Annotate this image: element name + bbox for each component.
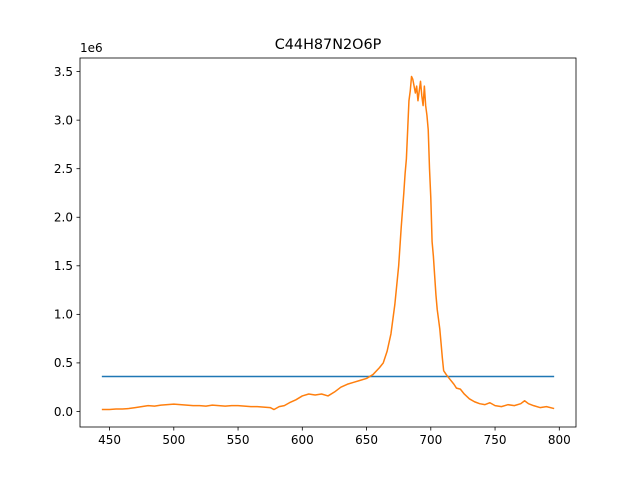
- plot-area: [101, 75, 555, 411]
- y-tick-label: 3.5: [54, 65, 73, 79]
- y-axis-offset-label: 1e6: [80, 41, 103, 55]
- x-tick-label: 550: [227, 433, 250, 447]
- x-tick-label: 750: [484, 433, 507, 447]
- y-tick-label: 2.0: [54, 211, 73, 225]
- x-tick-label: 500: [162, 433, 185, 447]
- x-tick-label: 800: [548, 433, 571, 447]
- series-line-2: [101, 75, 555, 411]
- y-tick-label: 1.5: [54, 259, 73, 273]
- x-tick-label: 600: [291, 433, 314, 447]
- x-tick-label: 700: [419, 433, 442, 447]
- y-tick-label: 3.0: [54, 113, 73, 127]
- y-tick-label: 0.5: [54, 356, 73, 370]
- y-tick-label: 0.0: [54, 405, 73, 419]
- y-tick-label: 1.0: [54, 308, 73, 322]
- y-tick-label: 2.5: [54, 162, 73, 176]
- x-tick-label: 650: [355, 433, 378, 447]
- y-axis: 0.0 0.5 1.0 1.5 2.0 2.5 3.0 3.5: [54, 65, 80, 419]
- x-tick-label: 450: [98, 433, 121, 447]
- x-axis: 450 500 550 600 650 700 750 800: [98, 427, 571, 447]
- chart-title: C44H87N2O6P: [275, 37, 382, 53]
- axes-frame: [79, 57, 577, 428]
